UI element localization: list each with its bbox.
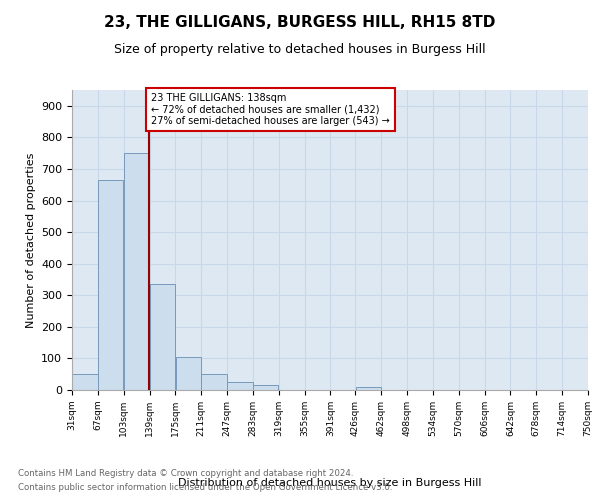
X-axis label: Distribution of detached houses by size in Burgess Hill: Distribution of detached houses by size … bbox=[178, 478, 482, 488]
Bar bbox=[356, 388, 381, 390]
Bar bbox=[253, 386, 278, 390]
Text: Contains public sector information licensed under the Open Government Licence v3: Contains public sector information licen… bbox=[18, 484, 392, 492]
Y-axis label: Number of detached properties: Number of detached properties bbox=[26, 152, 35, 328]
Bar bbox=[227, 382, 253, 390]
Text: Size of property relative to detached houses in Burgess Hill: Size of property relative to detached ho… bbox=[114, 42, 486, 56]
Bar bbox=[202, 374, 227, 390]
Bar bbox=[124, 153, 149, 390]
Text: Contains HM Land Registry data © Crown copyright and database right 2024.: Contains HM Land Registry data © Crown c… bbox=[18, 468, 353, 477]
Text: 23, THE GILLIGANS, BURGESS HILL, RH15 8TD: 23, THE GILLIGANS, BURGESS HILL, RH15 8T… bbox=[104, 15, 496, 30]
Bar bbox=[150, 284, 175, 390]
Text: 23 THE GILLIGANS: 138sqm
← 72% of detached houses are smaller (1,432)
27% of sem: 23 THE GILLIGANS: 138sqm ← 72% of detach… bbox=[151, 93, 389, 126]
Bar bbox=[176, 357, 201, 390]
Bar bbox=[72, 374, 98, 390]
Bar bbox=[98, 180, 124, 390]
